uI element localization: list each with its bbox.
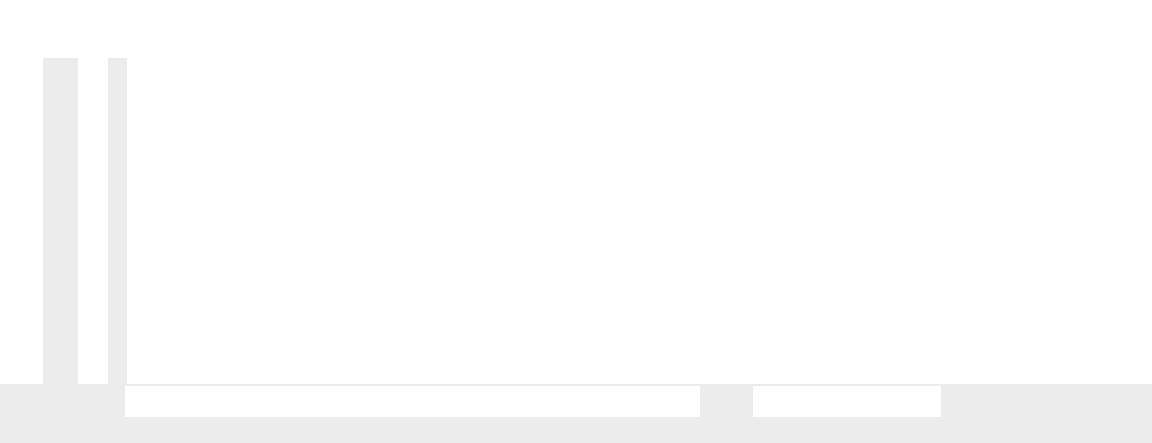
rain-legend-swatch xyxy=(127,391,163,403)
density-label-background xyxy=(753,386,941,417)
left-margin-strip-2 xyxy=(108,58,127,384)
left-margin-strip xyxy=(43,58,78,420)
showers-legend-swatch xyxy=(278,391,314,403)
legend-background xyxy=(125,386,700,417)
